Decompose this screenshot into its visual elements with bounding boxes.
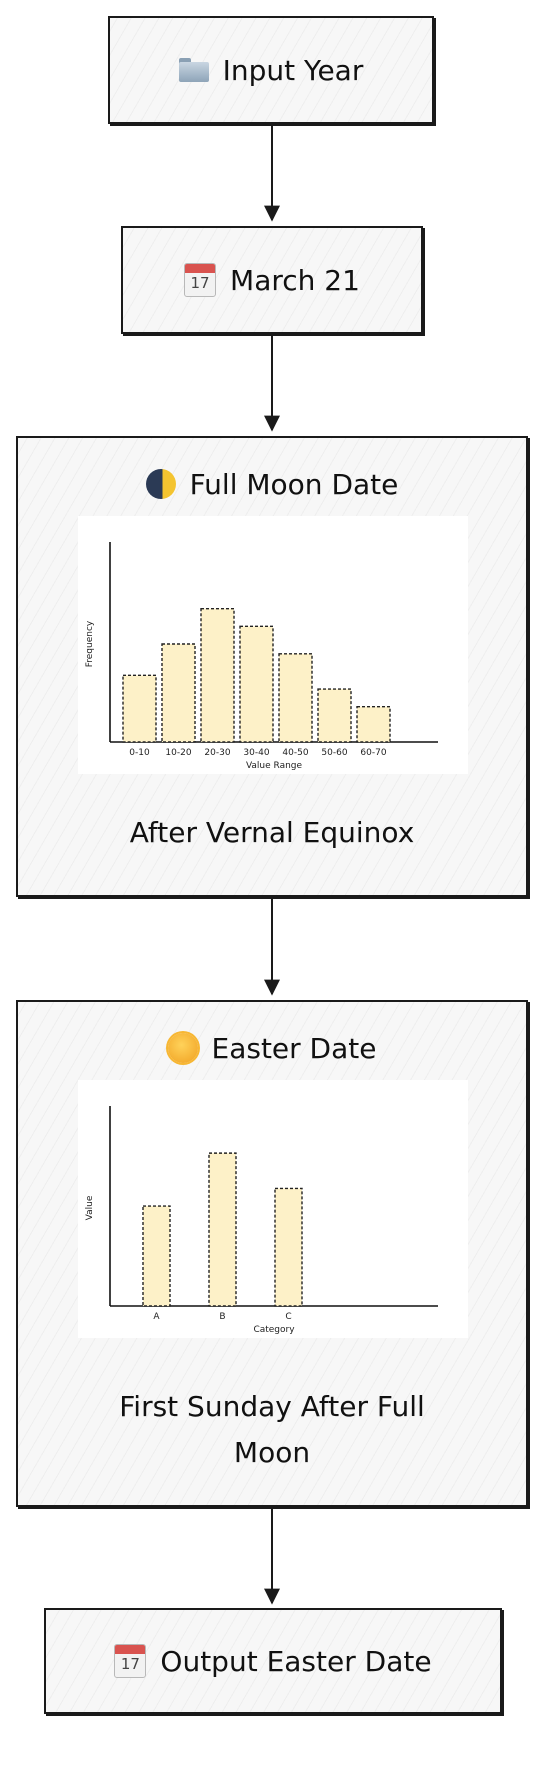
bar-chart: A B C Category Value	[78, 1080, 468, 1338]
node-output-easter-date: 17 Output Easter Date	[44, 1608, 502, 1714]
x-tick-label: C	[285, 1312, 291, 1322]
y-axis-label: Frequency	[85, 620, 95, 667]
x-tick-label: 60-70	[360, 748, 386, 758]
node-easter-date: Easter Date A B C Category Value First Sunda…	[16, 1000, 528, 1507]
node-label: Full Moon Date	[189, 467, 399, 501]
sun-face-icon	[167, 1033, 198, 1063]
x-tick-label: 20-30	[204, 748, 230, 758]
x-axis-label: Category	[253, 1325, 295, 1335]
calendar-icon: 17	[184, 263, 217, 297]
moon-icon	[145, 469, 176, 499]
chart-bar	[161, 643, 196, 743]
x-tick-label: 30-40	[243, 748, 269, 758]
node-full-moon-date: Full Moon Date 0-10 10-20 20-30 30-40 40-50 5…	[16, 436, 528, 897]
node-subtitle: After Vernal Equinox	[129, 816, 415, 849]
calendar-icon: 17	[114, 1644, 147, 1678]
node-label: Easter Date	[211, 1031, 377, 1065]
node-label: Output Easter Date	[160, 1644, 432, 1678]
calendar-icon-day: 17	[190, 274, 210, 292]
y-axis-label: Value	[85, 1195, 95, 1220]
x-tick-label: 0-10	[129, 748, 150, 758]
x-tick-label: 50-60	[321, 748, 347, 758]
calendar-icon-day: 17	[120, 1655, 140, 1673]
chart-bar	[317, 688, 352, 743]
node-march-21: 17 March 21	[121, 226, 423, 334]
x-tick-label: B	[219, 1312, 225, 1322]
chart-bar	[278, 653, 313, 743]
node-input-year: Input Year	[108, 16, 434, 124]
chart-bar	[274, 1187, 303, 1307]
x-tick-label: 10-20	[165, 748, 191, 758]
x-tick-label: A	[153, 1312, 160, 1322]
x-axis-label: Value Range	[246, 761, 303, 771]
node-label: March 21	[230, 263, 360, 297]
chart-bar	[142, 1205, 171, 1307]
chart-bar	[239, 625, 274, 743]
x-tick-label: 40-50	[282, 748, 308, 758]
histogram-chart: 0-10 10-20 20-30 30-40 40-50 50-60 60-70 Value …	[78, 516, 468, 774]
chart-bar	[356, 706, 391, 743]
chart-bar	[208, 1152, 237, 1307]
node-subtitle: First Sunday After Full Moon	[119, 1390, 425, 1469]
chart-bar	[200, 608, 235, 743]
node-label: Input Year	[222, 53, 364, 87]
chart-bar	[122, 674, 157, 743]
folder-icon	[178, 58, 209, 82]
